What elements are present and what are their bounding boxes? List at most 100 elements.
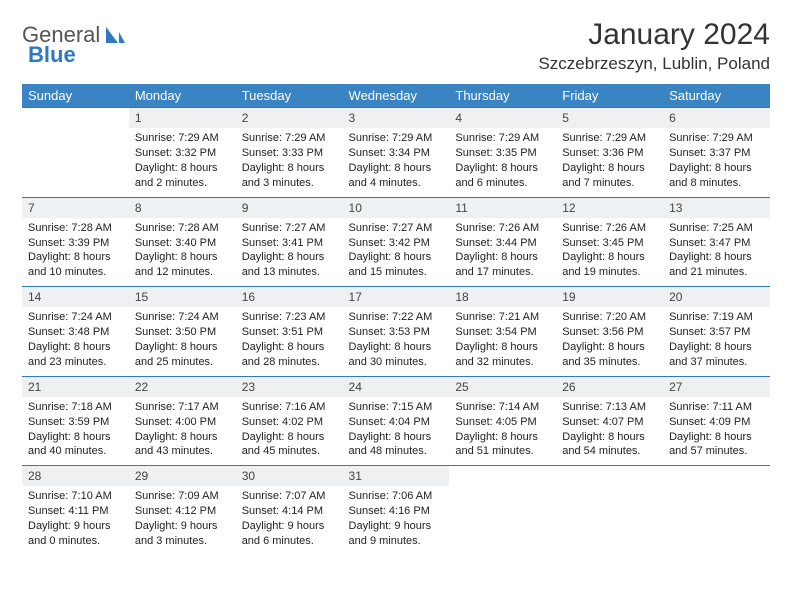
calendar-cell: 31Sunrise: 7:06 AMSunset: 4:16 PMDayligh… [343,465,450,555]
calendar-cell: 23Sunrise: 7:16 AMSunset: 4:02 PMDayligh… [236,376,343,466]
sunset-value: 3:51 PM [282,326,323,338]
day-number: 19 [556,286,663,307]
weekday-header: Thursday [449,84,556,107]
sunset-value: 4:05 PM [496,416,537,428]
calendar-cell: 2Sunrise: 7:29 AMSunset: 3:33 PMDaylight… [236,107,343,197]
sunrise-label: Sunrise: [349,401,392,413]
sunset-label: Sunset: [135,416,175,428]
sunset-value: 3:34 PM [389,147,430,159]
day-text-empty [663,483,770,535]
calendar-cell: 26Sunrise: 7:13 AMSunset: 4:07 PMDayligh… [556,376,663,466]
calendar-body: 1Sunrise: 7:29 AMSunset: 3:32 PMDaylight… [22,107,770,555]
sunrise-label: Sunrise: [455,401,498,413]
day-number: 11 [449,197,556,218]
calendar-cell: 21Sunrise: 7:18 AMSunset: 3:59 PMDayligh… [22,376,129,466]
day-number: 13 [663,197,770,218]
day-details: Sunrise: 7:29 AMSunset: 3:36 PMDaylight:… [556,128,663,196]
sunset-value: 4:16 PM [389,505,430,517]
sunrise-label: Sunrise: [562,311,605,323]
day-details: Sunrise: 7:28 AMSunset: 3:40 PMDaylight:… [129,218,236,286]
calendar-cell: 29Sunrise: 7:09 AMSunset: 4:12 PMDayligh… [129,465,236,555]
sunrise-label: Sunrise: [135,311,178,323]
day-details: Sunrise: 7:23 AMSunset: 3:51 PMDaylight:… [236,307,343,375]
calendar-week: 28Sunrise: 7:10 AMSunset: 4:11 PMDayligh… [22,465,770,555]
day-details: Sunrise: 7:17 AMSunset: 4:00 PMDaylight:… [129,397,236,465]
sunrise-value: 7:26 AM [499,222,539,234]
calendar-cell: 10Sunrise: 7:27 AMSunset: 3:42 PMDayligh… [343,197,450,287]
sunrise-value: 7:11 AM [712,401,752,413]
sunset-value: 3:32 PM [175,147,216,159]
daylight-label: Daylight: [562,162,608,174]
daylight-label: Daylight: [135,251,181,263]
daylight-label: Daylight: [455,162,501,174]
day-number-empty [449,465,556,483]
calendar-cell: 17Sunrise: 7:22 AMSunset: 3:53 PMDayligh… [343,286,450,376]
sunrise-label: Sunrise: [455,132,498,144]
sunrise-label: Sunrise: [28,222,71,234]
daylight-label: Daylight: [28,520,74,532]
sunset-label: Sunset: [28,416,68,428]
sunrise-value: 7:27 AM [392,222,432,234]
sunset-value: 3:35 PM [496,147,537,159]
sunrise-label: Sunrise: [455,311,498,323]
sunset-label: Sunset: [349,416,389,428]
sunset-label: Sunset: [28,505,68,517]
sunset-label: Sunset: [135,326,175,338]
day-number: 22 [129,376,236,397]
daylight-label: Daylight: [669,431,715,443]
day-number-empty [22,107,129,125]
calendar-cell: 3Sunrise: 7:29 AMSunset: 3:34 PMDaylight… [343,107,450,197]
sunset-label: Sunset: [669,147,709,159]
daylight-label: Daylight: [562,341,608,353]
day-details: Sunrise: 7:22 AMSunset: 3:53 PMDaylight:… [343,307,450,375]
day-details: Sunrise: 7:06 AMSunset: 4:16 PMDaylight:… [343,486,450,554]
day-text-empty [449,483,556,535]
calendar-cell: 30Sunrise: 7:07 AMSunset: 4:14 PMDayligh… [236,465,343,555]
day-details: Sunrise: 7:24 AMSunset: 3:50 PMDaylight:… [129,307,236,375]
day-details: Sunrise: 7:29 AMSunset: 3:35 PMDaylight:… [449,128,556,196]
calendar-cell: 24Sunrise: 7:15 AMSunset: 4:04 PMDayligh… [343,376,450,466]
calendar-week: 7Sunrise: 7:28 AMSunset: 3:39 PMDaylight… [22,197,770,287]
day-details: Sunrise: 7:16 AMSunset: 4:02 PMDaylight:… [236,397,343,465]
sunrise-value: 7:10 AM [71,490,111,502]
sunset-value: 3:59 PM [68,416,109,428]
sunset-value: 4:12 PM [175,505,216,517]
calendar-cell: 6Sunrise: 7:29 AMSunset: 3:37 PMDaylight… [663,107,770,197]
sunrise-value: 7:28 AM [178,222,218,234]
sunset-label: Sunset: [669,237,709,249]
calendar-week: 21Sunrise: 7:18 AMSunset: 3:59 PMDayligh… [22,376,770,466]
calendar-cell: 22Sunrise: 7:17 AMSunset: 4:00 PMDayligh… [129,376,236,466]
calendar-cell: 1Sunrise: 7:29 AMSunset: 3:32 PMDaylight… [129,107,236,197]
day-details: Sunrise: 7:29 AMSunset: 3:37 PMDaylight:… [663,128,770,196]
sunset-value: 4:14 PM [282,505,323,517]
sunset-label: Sunset: [669,326,709,338]
day-number: 16 [236,286,343,307]
daylight-label: Daylight: [135,162,181,174]
sunset-value: 3:41 PM [282,237,323,249]
sunset-value: 4:04 PM [389,416,430,428]
day-details: Sunrise: 7:10 AMSunset: 4:11 PMDaylight:… [22,486,129,554]
day-details: Sunrise: 7:26 AMSunset: 3:44 PMDaylight:… [449,218,556,286]
sunrise-label: Sunrise: [349,222,392,234]
sunrise-value: 7:29 AM [712,132,752,144]
sunrise-value: 7:20 AM [606,311,646,323]
sunset-label: Sunset: [242,147,282,159]
sunset-label: Sunset: [455,237,495,249]
day-number: 17 [343,286,450,307]
weekday-row: SundayMondayTuesdayWednesdayThursdayFrid… [22,84,770,107]
sunset-value: 3:40 PM [175,237,216,249]
title-block: January 2024 Szczebrzeszyn, Lublin, Pola… [538,18,770,74]
day-number: 9 [236,197,343,218]
sunrise-value: 7:15 AM [392,401,432,413]
day-number: 1 [129,107,236,128]
sunset-value: 4:11 PM [68,505,108,517]
daylight-label: Daylight: [242,341,288,353]
sunset-label: Sunset: [242,326,282,338]
calendar-cell: 5Sunrise: 7:29 AMSunset: 3:36 PMDaylight… [556,107,663,197]
sunrise-label: Sunrise: [242,222,285,234]
sunset-value: 3:54 PM [496,326,537,338]
sunrise-label: Sunrise: [135,401,178,413]
sunrise-value: 7:24 AM [71,311,111,323]
calendar-cell: 8Sunrise: 7:28 AMSunset: 3:40 PMDaylight… [129,197,236,287]
day-details: Sunrise: 7:21 AMSunset: 3:54 PMDaylight:… [449,307,556,375]
